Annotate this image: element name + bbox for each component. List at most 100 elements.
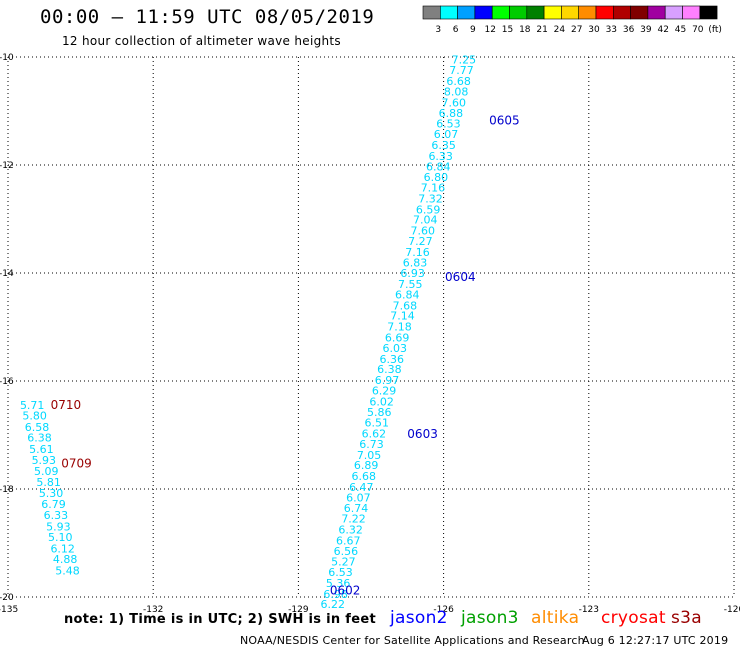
legend-swatch: [699, 5, 718, 20]
latitude-tick-label: -18: [0, 485, 14, 495]
swh-value-label: 5.93: [32, 454, 57, 467]
satellite-legend-altika: altika: [531, 608, 580, 628]
swh-value-label: 6.29: [372, 385, 397, 398]
swh-value-label: 6.74: [344, 502, 369, 515]
legend-tick-label: 21: [536, 25, 547, 35]
latitude-tick-label: -16: [0, 377, 14, 387]
swh-value-label: 5.86: [367, 406, 392, 419]
swh-value-label: 5.09: [34, 465, 59, 478]
swh-value-label: 6.93: [400, 267, 425, 280]
swh-value-label: 6.84: [426, 161, 451, 174]
swh-value-label: 5.30: [39, 487, 64, 500]
longitude-tick-label: -132: [143, 605, 163, 615]
legend-tick-label: 30: [588, 25, 600, 35]
latitude-tick-label: -20: [0, 593, 14, 603]
swh-value-label: 5.36: [326, 577, 351, 590]
longitude-tick-label: -120: [724, 605, 740, 615]
swh-value-label: 6.62: [362, 427, 387, 440]
swh-value-label: 8.08: [444, 86, 469, 99]
legend-tick-label: 42: [657, 25, 668, 35]
longitude-tick-label: -123: [579, 605, 599, 615]
swh-value-label: 6.84: [395, 289, 420, 302]
swh-value-label: 6.02: [369, 396, 394, 409]
map-subtitle: 12 hour collection of altimeter wave hei…: [62, 34, 341, 48]
pass-time-label: 0602: [330, 584, 361, 598]
swh-value-label: 7.68: [393, 299, 418, 312]
swh-value-label: 6.38: [27, 432, 52, 445]
legend-tick-label: 33: [606, 25, 617, 35]
swh-value-label: 6.33: [44, 509, 69, 522]
swh-value-label: 6.47: [349, 481, 374, 494]
swh-value-label: 7.32: [418, 192, 443, 205]
swh-value-label: 6.38: [377, 363, 402, 376]
longitude-tick-label: -126: [433, 605, 454, 615]
swh-value-label: 6.89: [354, 459, 379, 472]
swh-value-label: 6.73: [359, 438, 384, 451]
swh-value-label: 7.05: [357, 449, 382, 462]
swh-value-label: 7.18: [387, 320, 412, 333]
legend-tick-label: 45: [675, 25, 686, 35]
swh-value-label: 6.56: [334, 545, 359, 558]
swh-value-label: 7.25: [452, 54, 477, 67]
legend-tick-label: 12: [484, 25, 495, 35]
swh-value-label: 5.81: [36, 476, 61, 489]
swh-value-label: 6.03: [382, 342, 407, 355]
latitude-tick-label: -12: [0, 161, 14, 171]
latitude-tick-label: -10: [0, 53, 14, 63]
swh-value-label: 6.53: [328, 566, 353, 579]
swh-value-label: 6.68: [351, 470, 376, 483]
swh-value-label: 7.14: [390, 310, 415, 323]
swh-value-label: 6.12: [50, 542, 75, 555]
swh-value-label: 7.04: [413, 214, 438, 227]
legend-tick-label: 24: [554, 25, 566, 35]
pass-time-label: 0709: [61, 457, 92, 471]
legend-tick-label: 9: [470, 25, 476, 35]
legend-tick-label: 70: [692, 25, 704, 35]
swh-value-label: 6.53: [436, 117, 461, 130]
swh-value-label: 5.10: [48, 531, 73, 544]
units-note: note: 1) Time is in UTC; 2) SWH is in fe…: [64, 612, 376, 627]
legend-tick-label: 18: [519, 25, 531, 35]
swh-value-label: 7.60: [411, 224, 436, 237]
legend-tick-label: 15: [502, 25, 513, 35]
swh-value-label: 6.22: [321, 598, 346, 611]
swh-value-label: 6.33: [428, 150, 453, 163]
swh-value-label: 7.77: [449, 64, 474, 77]
generated-timestamp: Aug 6 12:27:17 UTC 2019: [582, 634, 729, 647]
latitude-tick-label: -14: [0, 269, 14, 279]
satellite-legend-cryosat: cryosat: [601, 608, 666, 628]
swh-value-label: 7.27: [408, 235, 433, 248]
swh-value-label: 7.22: [341, 513, 366, 526]
satellite-legend-jason3: jason3: [461, 608, 519, 628]
swh-value-label: 5.27: [331, 555, 356, 568]
swh-value-label: 6.83: [403, 257, 428, 270]
swh-value-label: 5.71: [20, 399, 45, 412]
map-title: 00:00 – 11:59 UTC 08/05/2019: [40, 6, 375, 28]
swh-value-label: 7.16: [421, 182, 446, 195]
credit-text: NOAA/NESDIS Center for Satellite Applica…: [240, 634, 585, 647]
legend-tick-label: 27: [571, 25, 582, 35]
swh-value-label: 6.32: [338, 524, 363, 537]
swh-value-label: 6.67: [336, 534, 361, 547]
swh-value-label: 5.80: [22, 410, 47, 423]
legend-unit: (ft): [708, 25, 722, 35]
legend-tick-label: 3: [435, 25, 441, 35]
pass-time-label: 0604: [445, 270, 476, 284]
legend-tick-label: 36: [623, 25, 635, 35]
swh-value-label: 6.07: [346, 492, 371, 505]
swh-value-label: 6.07: [434, 128, 459, 141]
swh-value-label: 6.68: [446, 75, 471, 88]
swh-value-label: 6.59: [416, 203, 441, 216]
wave-height-map: -135 -132 -129 -126 -123 -120 -10 -12 -14 -16 -18 -…: [0, 53, 740, 615]
swh-value-label: 6.80: [424, 171, 449, 184]
pass-time-label: 0603: [407, 427, 438, 441]
swh-value-label: 6.69: [385, 331, 410, 344]
satellite-legend-s3a: s3a: [671, 608, 702, 628]
swh-value-label: 7.55: [398, 278, 423, 291]
swh-value-label: 4.88: [53, 553, 78, 566]
track-cryosat: 5.715.806.586.385.615.935.095.815.306.79…: [20, 398, 92, 578]
swh-value-label: 5.93: [46, 520, 71, 533]
legend-tick-label: 39: [640, 25, 652, 35]
satellite-legend-jason2: jason2: [390, 608, 448, 628]
